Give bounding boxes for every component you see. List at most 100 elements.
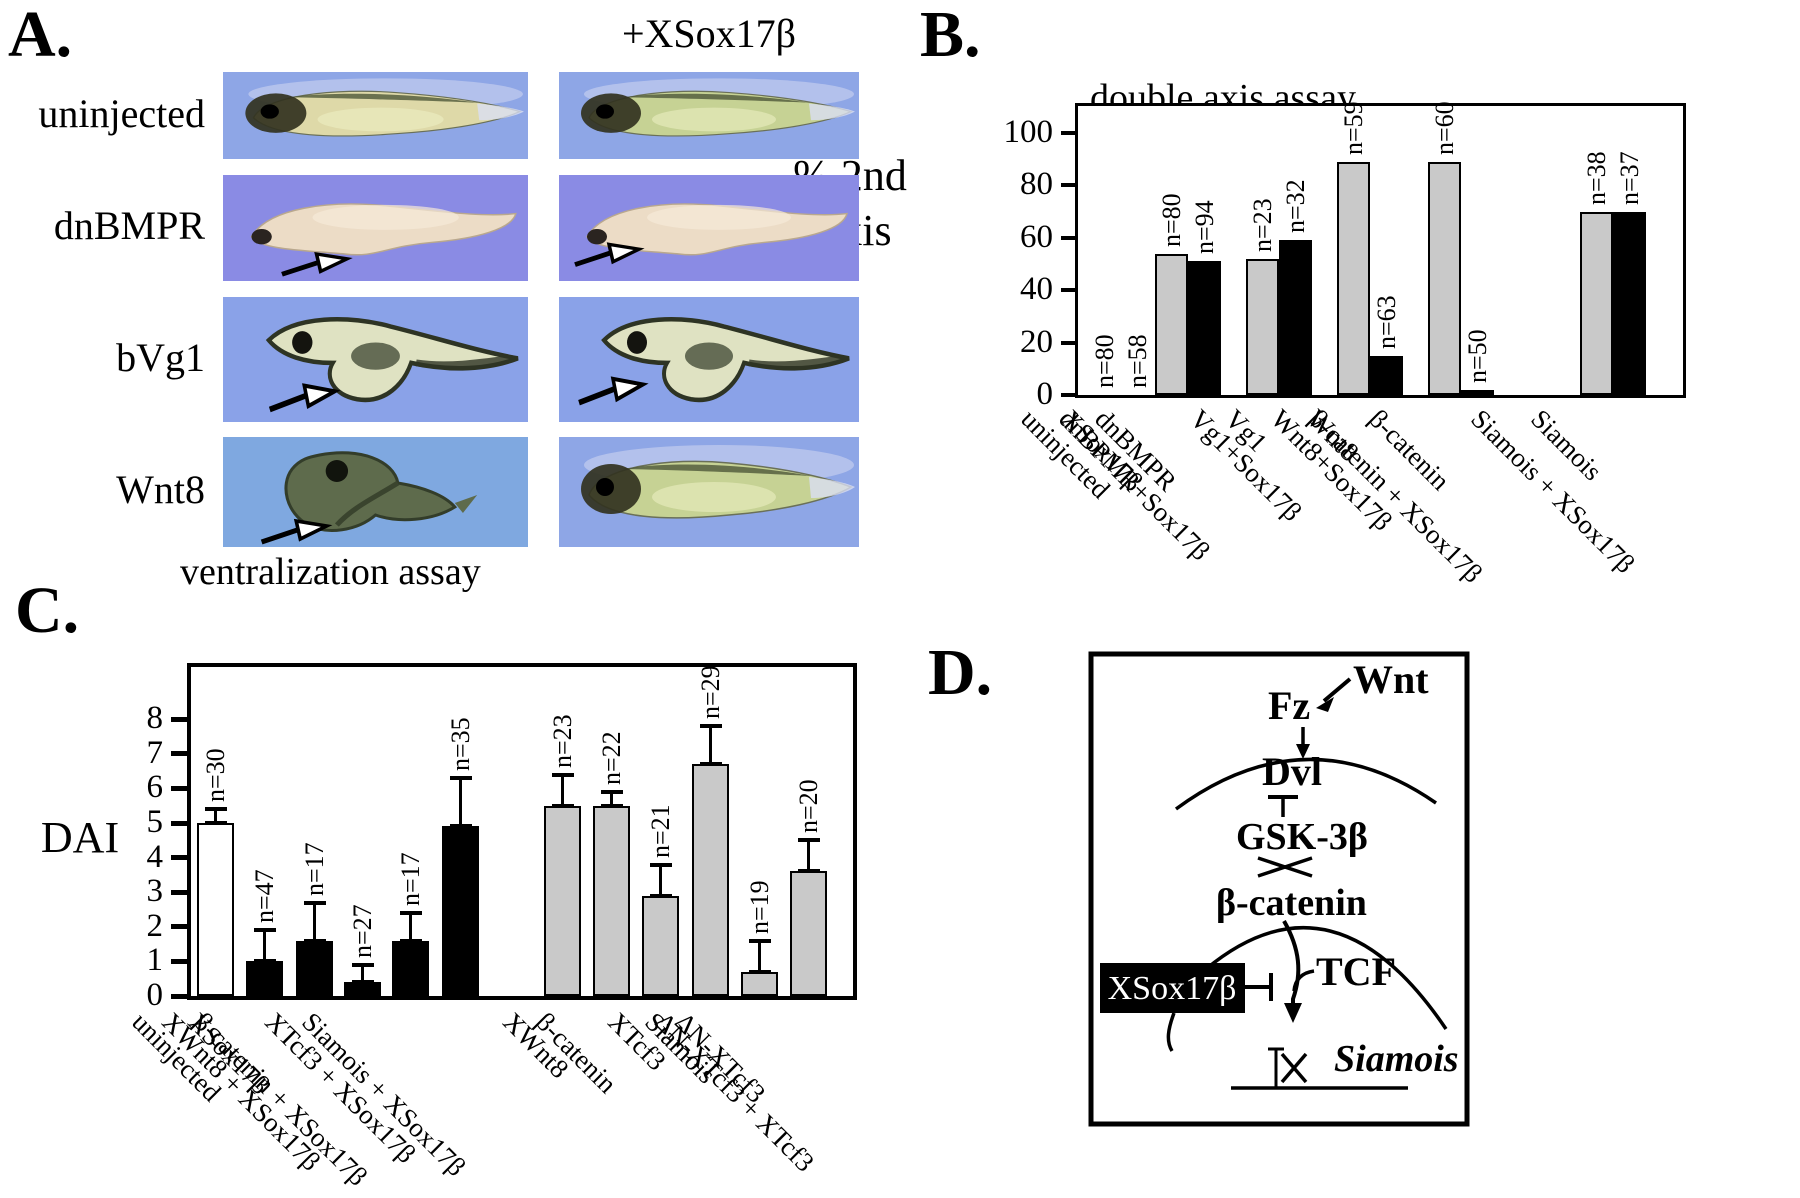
embryo-belly — [317, 107, 444, 132]
bar-n-label: n=50 — [1462, 329, 1492, 383]
embryo-tail — [748, 354, 845, 369]
chart-c-y-axis-label: DAI — [40, 813, 120, 862]
bar-n-label: n=23 — [1247, 198, 1277, 252]
node-xsox17b: XSox17β — [1108, 970, 1237, 1007]
y-tick-label: 6 — [146, 769, 164, 806]
error-bar-stem — [659, 864, 662, 896]
embryo-tail — [809, 103, 855, 121]
panel-d-label: D. — [928, 636, 993, 709]
bar — [392, 940, 429, 996]
error-bar-cap — [551, 772, 574, 777]
y-tick-label: 0 — [1036, 376, 1054, 412]
error-bar-cap — [797, 838, 820, 843]
error-bar-stem — [709, 726, 712, 765]
panel-a-label: A. — [8, 0, 73, 71]
embryo-eye — [627, 331, 647, 354]
chart-c-title: ventralization assay — [180, 551, 481, 593]
embryo-tail — [454, 495, 478, 513]
error-bar-cap — [351, 980, 374, 985]
bar — [1337, 161, 1370, 395]
embryo-photo-svg — [559, 437, 859, 547]
bar — [197, 823, 234, 996]
node-bcatenin: β-catenin — [1216, 882, 1367, 924]
y-tick-mark — [171, 889, 187, 895]
bar — [296, 940, 333, 996]
chart-c-plot-area: 0 1 2 3 4 5 6 7 8 n=30 uninjected n=47 XSox17β n=17 XW… — [127, 663, 857, 1192]
y-tick-mark — [171, 716, 187, 722]
bar-n-label: n=63 — [1371, 295, 1401, 349]
error-bar-cap — [600, 789, 623, 794]
node-fz: Fz — [1268, 683, 1310, 728]
fz-to-dvl-arrowhead-icon — [1296, 744, 1310, 759]
bar — [790, 871, 827, 996]
embryo-belly — [652, 482, 776, 512]
y-tick-mark — [1061, 393, 1075, 397]
bar-n-label: n=32 — [1280, 179, 1310, 234]
bar-n-label: n=47 — [249, 869, 279, 924]
x-category-label: ΔN-XTcf3 + XTcf3 — [648, 1006, 820, 1178]
nuclear-membrane-arc — [1204, 926, 1448, 1030]
photo-row-label: dnBMPR — [53, 203, 205, 248]
embryo-eye — [260, 104, 279, 119]
pointer-arrow-icon — [578, 376, 649, 406]
bar-n-label: n=37 — [1614, 150, 1644, 205]
error-bar-cap — [303, 938, 326, 943]
photo-row-label: bVg1 — [116, 334, 205, 380]
error-bar-stem — [214, 809, 217, 823]
photo-row-label: uninjected — [38, 90, 205, 136]
embryo-photo-svg — [559, 297, 859, 422]
y-tick-mark — [171, 855, 187, 861]
bar — [692, 764, 729, 996]
bar — [1461, 389, 1494, 395]
error-bar-cap — [449, 776, 472, 781]
embryo-patch — [351, 342, 400, 370]
embryo-eye — [596, 104, 614, 119]
pointer-arrow-icon — [268, 383, 341, 413]
embryo-photo — [559, 72, 859, 159]
pointer-arrow-icon — [260, 518, 333, 545]
embryo-dorsal-stripe — [286, 93, 480, 103]
error-bar-cap — [204, 821, 227, 825]
bar — [593, 805, 630, 996]
y-tick-label: 3 — [146, 873, 164, 910]
error-bar-stem — [263, 930, 266, 962]
y-tick-label: 40 — [1020, 271, 1053, 308]
bar-n-label: n=21 — [645, 803, 675, 858]
embryo-dorsal-stripe — [621, 464, 811, 476]
bar-n-label: n=94 — [1189, 200, 1219, 255]
error-bar-cap — [649, 862, 672, 867]
y-tick-label: 100 — [1003, 114, 1054, 150]
error-bar-stem — [561, 774, 564, 806]
bar-n-label: n=80 — [1089, 334, 1119, 388]
error-bar-stem — [459, 778, 462, 827]
error-bar-stem — [313, 902, 316, 941]
y-tick-label: 5 — [146, 804, 164, 840]
embryo-eye — [292, 331, 313, 354]
embryo-head — [251, 228, 272, 245]
bar-n-label: n=80 — [1156, 192, 1186, 247]
xsox17b-column-header: +XSox17β — [621, 11, 797, 56]
error-bar-cap — [797, 869, 820, 874]
embryo-eye — [325, 460, 349, 482]
bar-n-label: n=20 — [793, 779, 823, 834]
node-tcf: TCF — [1316, 949, 1396, 994]
transcription-cross-line2 — [1280, 1052, 1308, 1084]
bar-n-label: n=60 — [1429, 101, 1459, 155]
bar-n-label: n=38 — [1581, 150, 1611, 205]
y-tick-mark — [1061, 288, 1075, 293]
gsk-block-cross-line2 — [1257, 856, 1313, 878]
y-tick-mark — [171, 785, 187, 791]
error-bar-cap — [253, 959, 276, 964]
panel-b-label: B. — [920, 0, 981, 71]
bar — [642, 895, 679, 996]
embryo-photo — [559, 437, 859, 547]
wnt-to-fz-arrow — [1322, 677, 1352, 703]
bar — [1246, 258, 1279, 395]
embryo-photo-svg — [559, 175, 859, 281]
error-bar-cap — [748, 938, 771, 943]
embryo-photo-svg — [223, 175, 528, 281]
pointer-arrow-icon — [281, 251, 353, 277]
bar-n-label: n=29 — [695, 665, 725, 720]
bar — [1428, 161, 1461, 395]
